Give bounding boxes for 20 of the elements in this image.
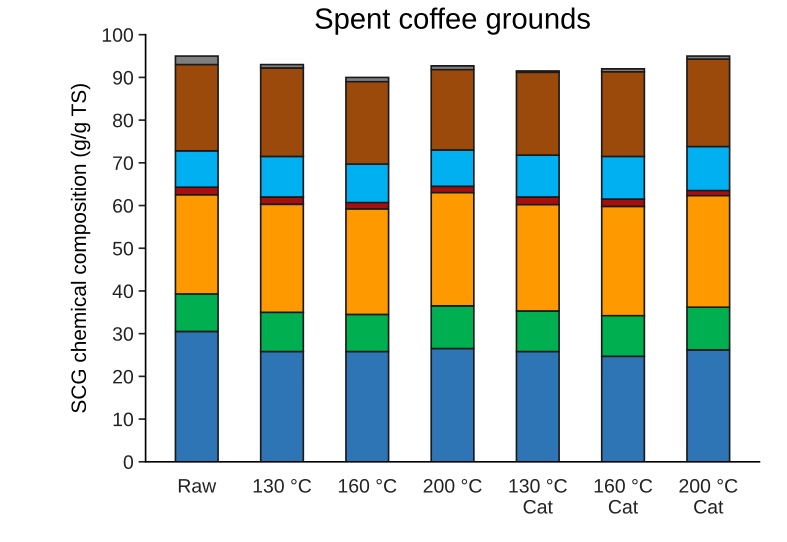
x-tick-label: Raw [178,479,216,493]
y-tick-label: 90 [113,70,134,85]
x-tick-label: 160 °C [338,478,396,493]
x-tick-label: 200 °C [424,478,482,493]
x-tick-label: 130 °C Cat [509,478,567,514]
y-tick-label: 20 [113,370,134,384]
y-tick-label: 50 [112,242,134,256]
y-tick-label: 10 [114,412,134,426]
y-tick-label: 30 [112,327,134,341]
y-tick-label: 0 [124,455,134,470]
y-tick-label: 70 [113,156,134,170]
y-tick-label: 100 [102,28,134,42]
y-tick-label: 60 [113,198,134,213]
y-axis-title: SCG chemical composition (g/g TS) [70,84,90,413]
x-tick-label: 130 °C [254,478,312,493]
x-tick-label: 200 °C Cat [679,478,738,514]
x-tick-label: 160 °C Cat [594,478,652,514]
y-tick-label: 80 [113,114,134,128]
y-tick-label: 40 [112,284,134,298]
chart-title: Spent coffee grounds [315,8,590,35]
